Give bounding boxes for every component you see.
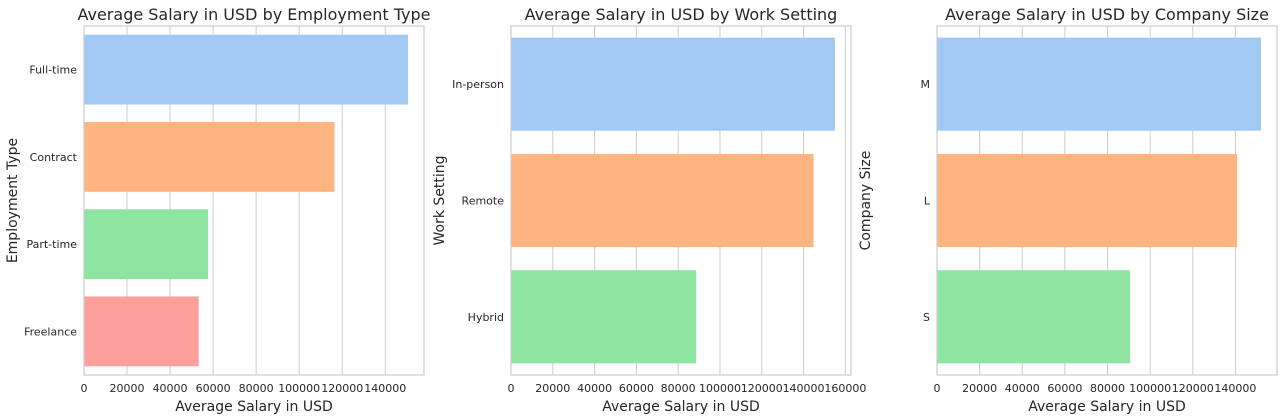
x-axis-label: Average Salary in USD — [602, 399, 760, 415]
x-tick-label: 0 — [508, 382, 515, 395]
plot-frame — [936, 25, 1278, 376]
x-tick-label: 0 — [934, 382, 941, 395]
y-tick-label: Freelance — [24, 325, 77, 338]
y-tick-label: Remote — [462, 195, 505, 208]
x-tick-label: 60000 — [1047, 382, 1082, 395]
x-tick-label: 20000 — [962, 382, 997, 395]
x-tick-label: 20000 — [110, 382, 145, 395]
y-tick-label: S — [923, 311, 930, 324]
x-axis-label: Average Salary in USD — [175, 399, 333, 415]
x-tick-label: 60000 — [196, 382, 231, 395]
x-tick-label: 40000 — [1005, 382, 1040, 395]
x-tick-label: 40000 — [153, 382, 188, 395]
bar-hybrid — [511, 270, 697, 364]
x-tick-label: 0 — [81, 382, 88, 395]
x-tick-label: 120000 — [1172, 382, 1214, 395]
x-tick-label: 80000 — [239, 382, 274, 395]
bar-contract — [84, 121, 335, 192]
bar-full-time — [84, 34, 409, 105]
bar-l — [937, 153, 1238, 248]
bar-remote — [511, 153, 814, 248]
y-tick-label: Contract — [30, 151, 78, 164]
y-axis-label: Company Size — [858, 151, 874, 251]
y-tick-label: L — [924, 195, 931, 208]
x-tick-label: 140000 — [1214, 382, 1256, 395]
chart-title: Average Salary in USD by Company Size — [945, 5, 1269, 24]
x-tick-label: 120000 — [741, 382, 783, 395]
x-tick-label: 100000 — [1129, 382, 1171, 395]
chart-panel-1: 0 20000 40000 60000 80000 100000 120000 140000 F… — [5, 5, 431, 415]
x-tick-label: 20000 — [535, 382, 570, 395]
y-axis-label: Work Setting — [432, 155, 448, 245]
x-tick-label: 100000 — [278, 382, 320, 395]
x-tick-label: 40000 — [577, 382, 612, 395]
x-axis-label: Average Salary in USD — [1028, 399, 1186, 415]
chart-panel-2: 0 20000 40000 60000 80000 100000 120000 140000 1… — [432, 5, 866, 415]
plot-frame — [83, 25, 425, 376]
chart-panel-3: 0 20000 40000 60000 80000 100000 120000 140000 M… — [858, 5, 1278, 415]
bar-m — [937, 37, 1262, 131]
bar-part-time — [84, 209, 209, 280]
x-tick-label: 100000 — [699, 382, 741, 395]
x-tick-label: 140000 — [783, 382, 825, 395]
y-tick-label: Full-time — [29, 64, 77, 77]
x-tick-label: 80000 — [661, 382, 696, 395]
y-tick-label: Hybrid — [468, 311, 504, 324]
bar-in-person — [511, 37, 835, 131]
plot-frame — [510, 25, 852, 376]
x-tick-label: 60000 — [619, 382, 654, 395]
y-tick-label: Part-time — [26, 238, 77, 251]
x-tick-label: 140000 — [364, 382, 406, 395]
bar-freelance — [84, 296, 199, 367]
x-tick-label: 160000 — [824, 382, 866, 395]
x-tick-label: 120000 — [321, 382, 363, 395]
bar-s — [937, 270, 1131, 364]
chart-title: Average Salary in USD by Work Setting — [525, 5, 838, 24]
x-tick-label: 80000 — [1090, 382, 1125, 395]
y-tick-label: M — [921, 78, 931, 91]
y-axis-label: Employment Type — [5, 138, 21, 263]
chart-title: Average Salary in USD by Employment Type — [77, 5, 430, 24]
y-tick-label: In-person — [452, 78, 504, 91]
